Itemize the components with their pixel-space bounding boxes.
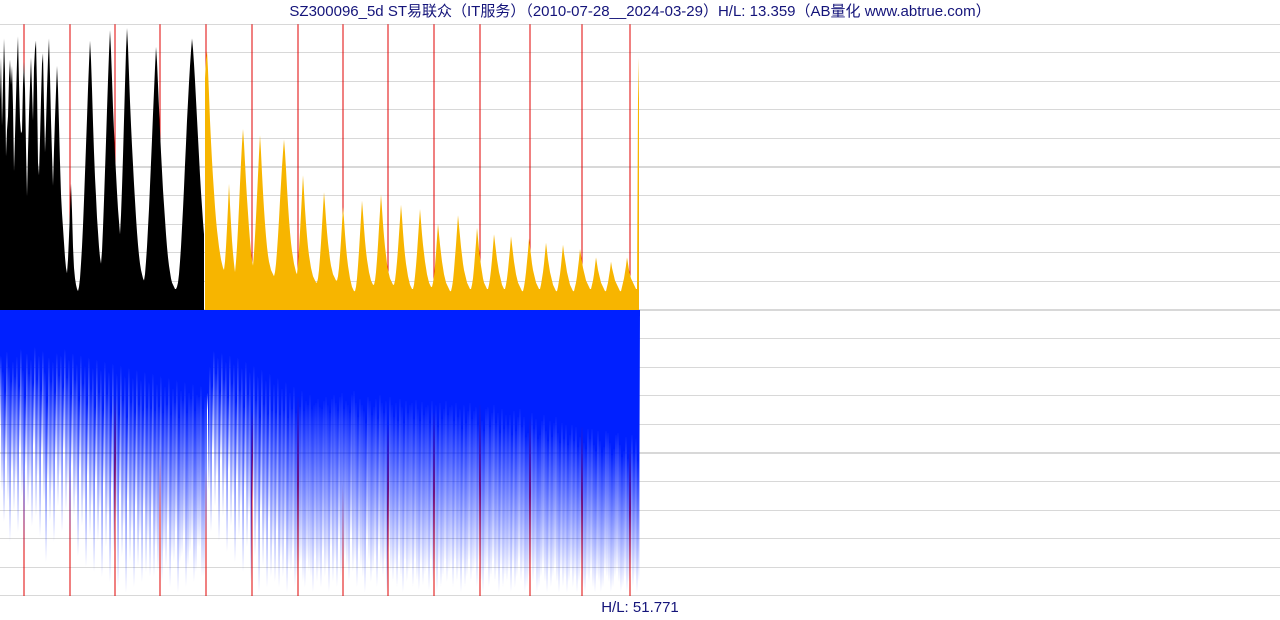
lower-chart bbox=[0, 310, 1280, 596]
chart-footer: H/L: 51.771 bbox=[0, 596, 1280, 620]
lower-panel bbox=[0, 310, 1280, 596]
chart-title: SZ300096_5d ST易联众（IT服务）（2010-07-28__2024… bbox=[0, 0, 1280, 24]
upper-chart bbox=[0, 24, 1280, 310]
upper-panel bbox=[0, 24, 1280, 310]
